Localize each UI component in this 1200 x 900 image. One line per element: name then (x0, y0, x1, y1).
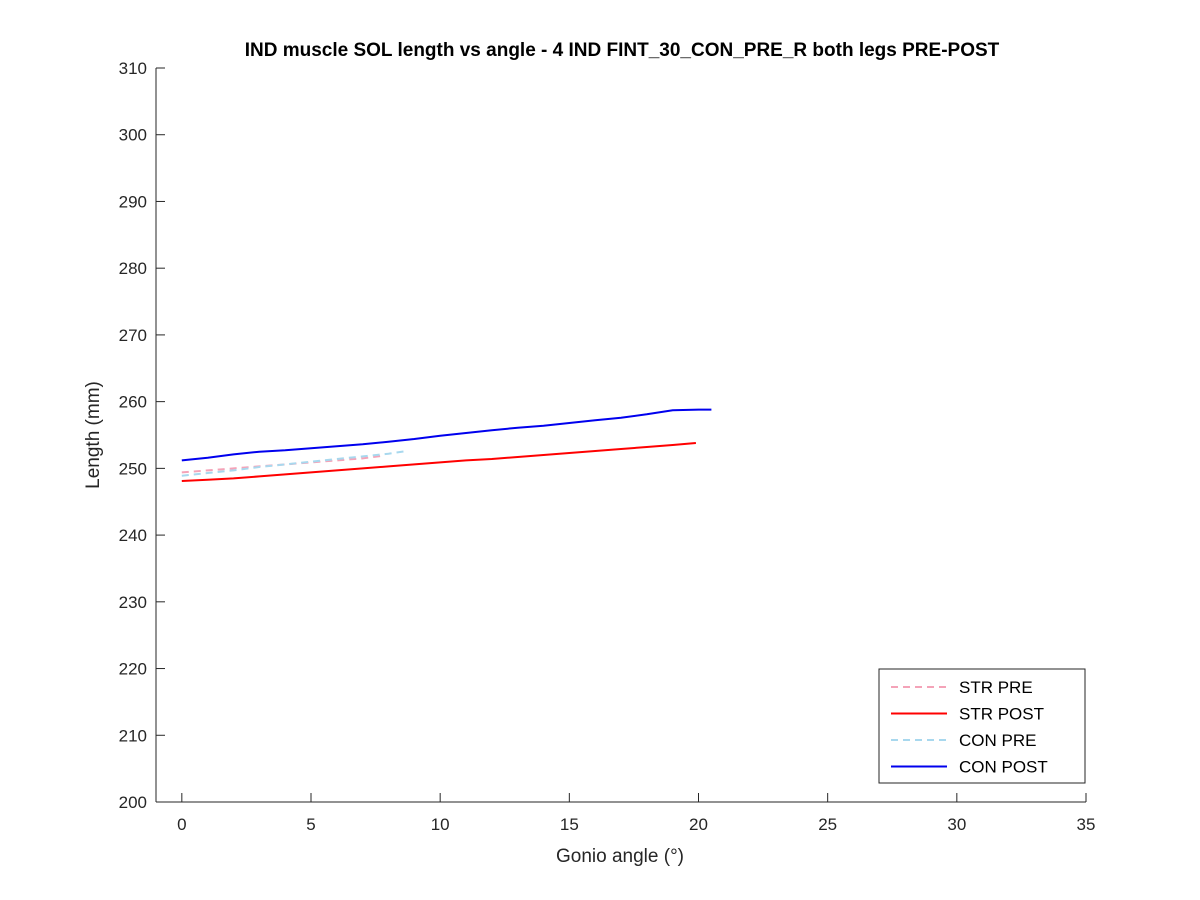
series-layer (181, 408, 712, 482)
axes: 0 5 10 15 20 25 30 35 200 210 220 230 240 250 260 270 28… (119, 59, 1096, 834)
x-tick-label: 35 (1077, 815, 1096, 834)
x-tick-label: 25 (818, 815, 837, 834)
y-tick-label: 250 (119, 459, 147, 478)
y-tick-label: 220 (119, 660, 147, 679)
series-line-con-pre (181, 450, 407, 477)
series-line-str-post (181, 442, 696, 482)
x-tick-label: 5 (306, 815, 315, 834)
y-tick-label: 240 (119, 526, 147, 545)
chart-title: IND muscle SOL length vs angle - 4 IND F… (245, 40, 1000, 61)
y-tick-label: 210 (119, 726, 147, 745)
legend-label: STR PRE (959, 678, 1033, 697)
x-tick-label: 0 (177, 815, 186, 834)
y-tick-label: 260 (119, 393, 147, 412)
y-tick-label: 300 (119, 126, 147, 145)
legend-label: CON POST (959, 758, 1048, 777)
series-line-str-pre (181, 454, 384, 474)
legend-box (878, 668, 1086, 784)
y-tick-label: 270 (119, 326, 147, 345)
legend-label: CON PRE (959, 731, 1036, 750)
y-axis-label: Length (mm) (83, 381, 104, 489)
x-axis-label: Gonio angle (°) (556, 846, 684, 867)
y-tick-label: 290 (119, 192, 147, 211)
x-tick-label: 20 (689, 815, 708, 834)
y-tick-label: 310 (119, 59, 147, 78)
y-tick-label: 280 (119, 259, 147, 278)
legend: STR PRE STR POST CON PRE CON POST (878, 668, 1086, 784)
series-line-con-post (181, 408, 712, 462)
x-tick-label: 10 (431, 815, 450, 834)
x-tick-label: 15 (560, 815, 579, 834)
y-tick-label: 230 (119, 593, 147, 612)
x-tick-label: 30 (947, 815, 966, 834)
y-tick-label: 200 (119, 793, 147, 812)
legend-label: STR POST (959, 705, 1044, 724)
